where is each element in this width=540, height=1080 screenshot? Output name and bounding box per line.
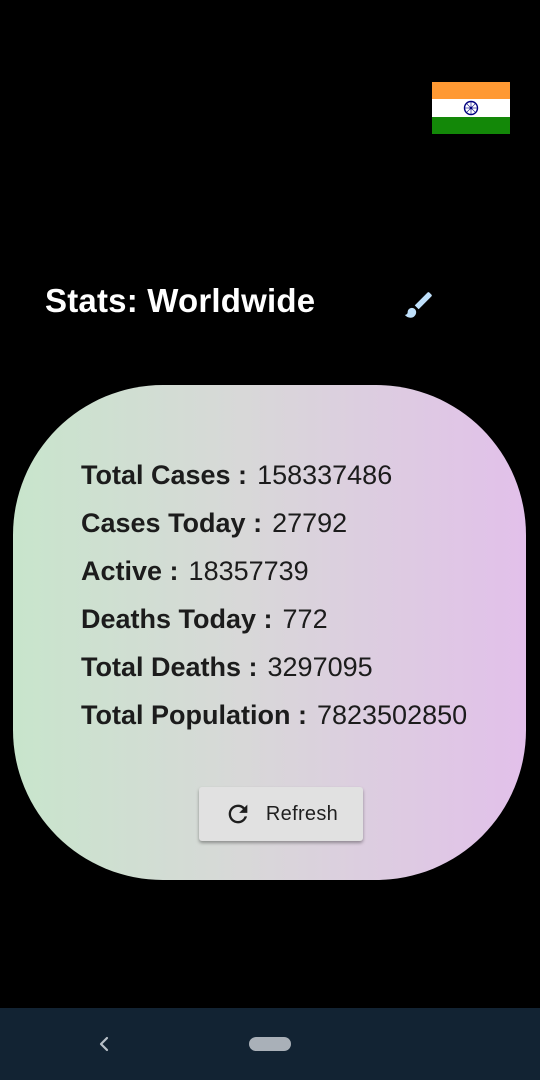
- stat-label: Deaths Today :: [81, 604, 273, 634]
- stat-value: 3297095: [267, 652, 373, 682]
- stat-value: 7823502850: [316, 700, 468, 730]
- stat-label: Total Population :: [81, 700, 307, 730]
- stat-label: Total Cases :: [81, 460, 248, 490]
- stat-value: 158337486: [257, 460, 393, 490]
- stat-label: Active :: [81, 556, 179, 586]
- stat-row-total-deaths: Total Deaths : 3297095: [81, 652, 373, 683]
- stat-value: 772: [282, 604, 328, 634]
- stat-value: 27792: [272, 508, 348, 538]
- paint-brush-icon[interactable]: [402, 288, 436, 322]
- stat-row-total-population: Total Population : 7823502850: [81, 700, 467, 731]
- flag-green-band: [432, 116, 510, 134]
- back-chevron-icon[interactable]: [92, 1030, 116, 1058]
- india-flag-icon[interactable]: [432, 82, 510, 134]
- ashoka-chakra-icon: [463, 100, 479, 116]
- home-pill-icon[interactable]: [249, 1037, 291, 1051]
- stat-row-cases-today: Cases Today : 27792: [81, 508, 347, 539]
- page-title: Stats: Worldwide: [45, 282, 316, 319]
- refresh-button-label: Refresh: [265, 802, 339, 825]
- stat-label: Cases Today :: [81, 508, 263, 538]
- refresh-button[interactable]: Refresh: [199, 787, 363, 841]
- stat-label: Total Deaths :: [81, 652, 258, 682]
- stats-card: Total Cases : 158337486 Cases Today : 2779…: [13, 385, 526, 880]
- stat-row-deaths-today: Deaths Today : 772: [81, 604, 328, 635]
- flag-saffron-band: [432, 82, 510, 100]
- refresh-icon: [228, 804, 248, 824]
- stat-row-total-cases: Total Cases : 158337486: [81, 460, 392, 491]
- system-navigation-bar: [0, 1008, 540, 1080]
- stat-value: 18357739: [188, 556, 309, 586]
- stat-row-active: Active : 18357739: [81, 556, 309, 587]
